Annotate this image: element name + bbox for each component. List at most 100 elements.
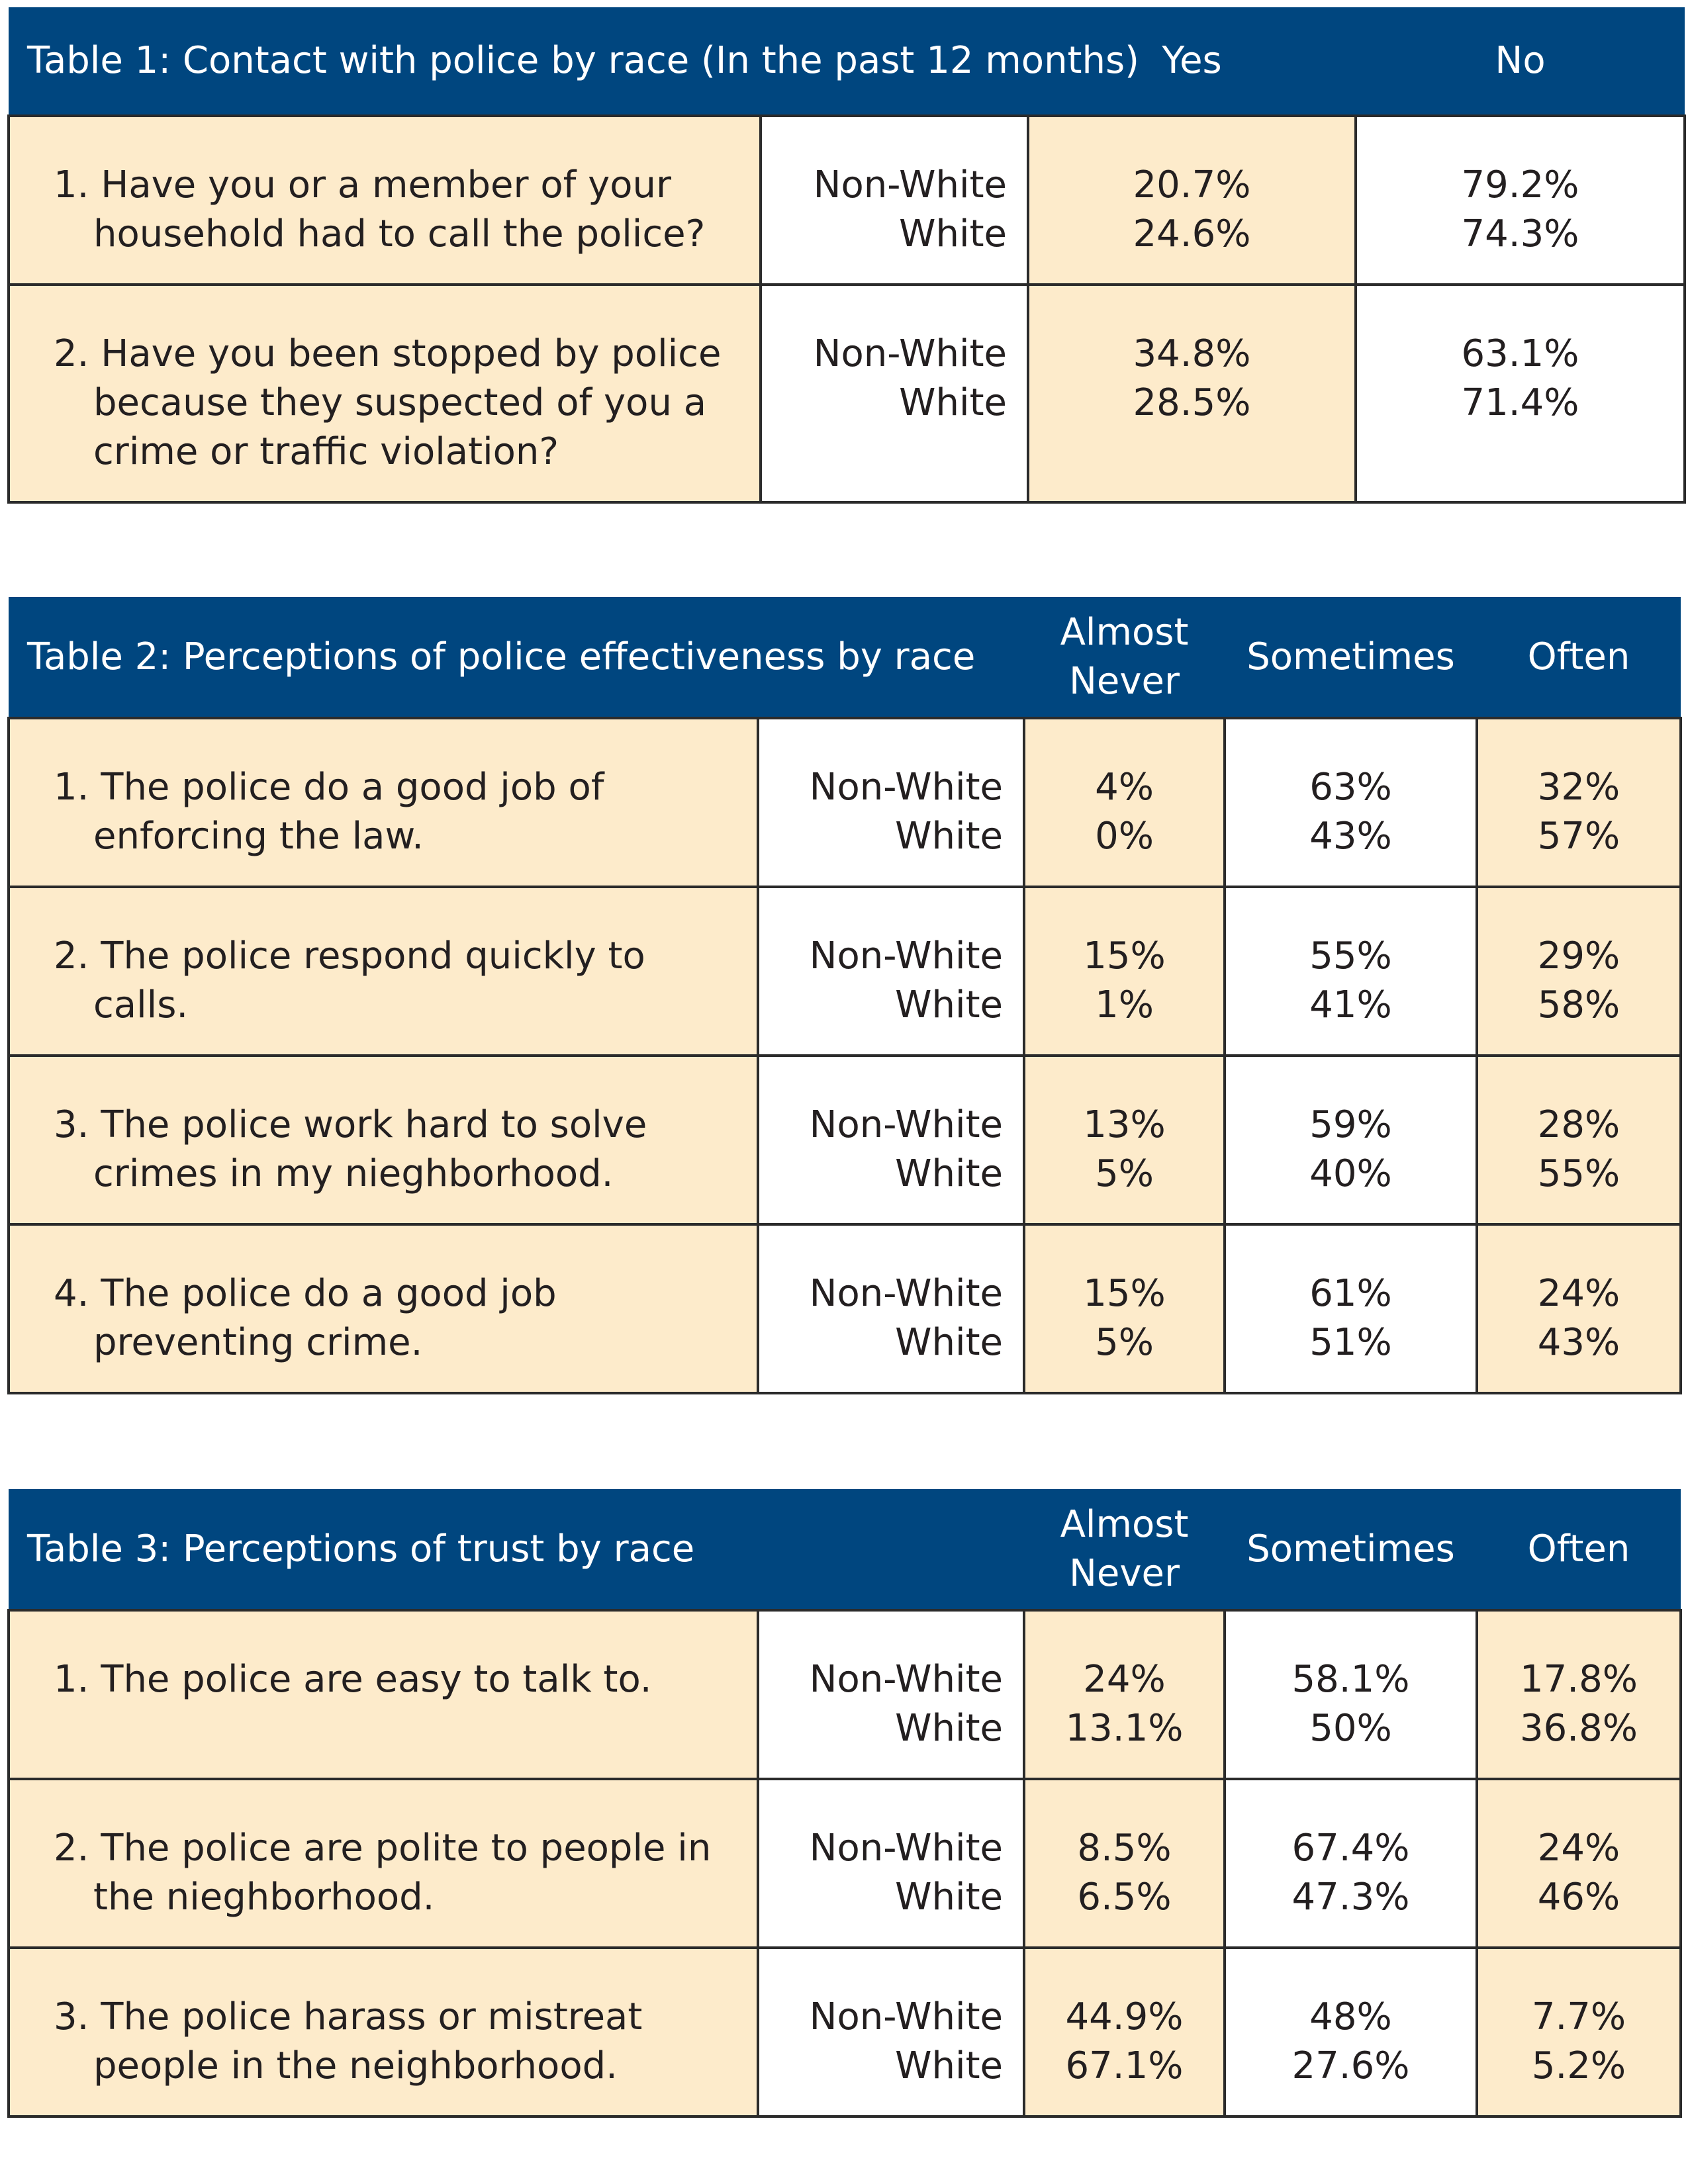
value-cell: 58.1% 50% (1223, 1609, 1478, 1780)
column-header: Almost Never (1024, 597, 1225, 718)
value: 67.1% (1065, 2044, 1184, 2087)
group-label: Non-White (809, 1658, 1003, 1701)
question: 2. Have you been stopped by police becau… (7, 283, 762, 504)
value: 61% (1309, 1272, 1392, 1315)
value: 59% (1309, 1103, 1392, 1146)
group-labels: Non-White White (759, 114, 1029, 286)
value: 5.2% (1531, 2044, 1626, 2087)
column-header: Almost Never (1024, 1489, 1225, 1610)
column-header: Sometimes (1225, 1489, 1477, 1610)
value-cell: 7.7% 5.2% (1476, 1946, 1682, 2118)
header-row: Table 1: Contact with police by race (In… (9, 7, 1685, 116)
value: 67.4% (1291, 1827, 1410, 1870)
table-row: 1. The police do a good job of enforcing… (7, 717, 1683, 888)
group-label: White (895, 1707, 1003, 1750)
group-labels: Non-White White (756, 717, 1026, 888)
table-row: 2. The police are polite to people in th… (7, 1778, 1682, 1949)
value: 5% (1095, 1321, 1154, 1364)
value: 7.7% (1531, 1995, 1626, 2038)
table-row: 2. The police respond quickly to calls. N… (7, 886, 1683, 1057)
table-title: Table 1: Contact with police by race (In… (9, 7, 1139, 116)
value: 51% (1309, 1321, 1392, 1364)
group-label: Non-White (813, 163, 1007, 206)
value: 24% (1083, 1658, 1166, 1701)
header-row: Table 2: Perceptions of police effective… (9, 597, 1681, 718)
value: 36.8% (1520, 1707, 1638, 1750)
value: 28.5% (1133, 381, 1251, 424)
value: 17.8% (1520, 1658, 1638, 1701)
question: 4. The police do a good job preventing c… (7, 1223, 759, 1394)
value-cell: 63% 43% (1223, 717, 1479, 888)
value-cell: 32% 57% (1476, 717, 1683, 888)
column-header: No (1356, 7, 1685, 116)
table-row: 4. The police do a good job preventing c… (7, 1223, 1683, 1394)
group-label: White (895, 2044, 1003, 2087)
value: 58% (1537, 983, 1620, 1026)
question: 1. The police do a good job of enforcing… (7, 717, 759, 888)
question: 1. The police are easy to talk to. (7, 1609, 759, 1780)
question: 1. Have you or a member of your househol… (7, 114, 762, 286)
group-labels: Non-White White (757, 1609, 1025, 1780)
header-row: Table 3: Perceptions of trust by race Alm… (9, 1489, 1681, 1610)
value-cell: 61% 51% (1223, 1223, 1479, 1394)
value-cell: 24% 46% (1476, 1778, 1682, 1949)
column-header: Sometimes (1225, 597, 1477, 718)
group-labels: Non-White White (756, 1223, 1026, 1394)
value: 13.1% (1065, 1707, 1184, 1750)
value-cell: 29% 58% (1476, 886, 1683, 1057)
value: 15% (1083, 934, 1166, 978)
group-labels: Non-White White (756, 886, 1026, 1057)
value: 55% (1309, 934, 1392, 978)
group-label: White (895, 1876, 1003, 1919)
group-label: Non-White (813, 332, 1007, 375)
value-cell: 63.1% 71.4% (1354, 283, 1686, 504)
value: 41% (1309, 983, 1392, 1026)
group-label: Non-White (809, 1995, 1003, 2038)
value-cell: 13% 5% (1023, 1054, 1227, 1226)
group-label: Non-White (809, 1827, 1003, 1870)
data-table: Table 2: Perceptions of police effective… (7, 597, 1683, 1394)
value: 4% (1095, 766, 1154, 809)
value-cell: 8.5% 6.5% (1023, 1778, 1226, 1949)
table-title: Table 3: Perceptions of trust by race (9, 1489, 1024, 1610)
question: 2. The police are polite to people in th… (7, 1778, 759, 1949)
value: 47.3% (1291, 1876, 1410, 1919)
question: 3. The police harass or mistreat people … (7, 1946, 759, 2118)
group-label: Non-White (809, 1272, 1004, 1315)
value: 79.2% (1461, 163, 1579, 206)
group-labels: Non-White White (757, 1778, 1025, 1949)
question: 3. The police work hard to solve crimes … (7, 1054, 759, 1226)
value: 5% (1095, 1152, 1154, 1195)
group-label: White (899, 381, 1007, 424)
value: 24% (1537, 1272, 1620, 1315)
value: 15% (1083, 1272, 1166, 1315)
value-cell: 15% 1% (1023, 886, 1227, 1057)
value: 63% (1309, 766, 1392, 809)
table-row: 3. The police work hard to solve crimes … (7, 1054, 1683, 1226)
value-cell: 17.8% 36.8% (1476, 1609, 1682, 1780)
table-row: 1. The police are easy to talk to. Non-Wh… (7, 1609, 1682, 1780)
column-header: Often (1477, 597, 1681, 718)
group-label: White (895, 815, 1004, 858)
value-cell: 15% 5% (1023, 1223, 1227, 1394)
value-cell: 67.4% 47.3% (1223, 1778, 1478, 1949)
group-label: Non-White (809, 934, 1004, 978)
value: 44.9% (1065, 1995, 1184, 2038)
group-label: White (895, 1321, 1004, 1364)
value-cell: 79.2% 74.3% (1354, 114, 1686, 286)
table-title: Table 2: Perceptions of police effective… (9, 597, 1025, 718)
value: 63.1% (1461, 332, 1579, 375)
group-label: White (895, 983, 1004, 1026)
value: 27.6% (1291, 2044, 1410, 2087)
value-cell: 55% 41% (1223, 886, 1479, 1057)
value: 43% (1537, 1321, 1620, 1364)
group-label: White (895, 1152, 1004, 1195)
value: 24% (1537, 1827, 1620, 1870)
group-label: White (899, 212, 1007, 255)
data-table: Table 3: Perceptions of trust by race Alm… (7, 1489, 1682, 2118)
question: 2. The police respond quickly to calls. (7, 886, 759, 1057)
table-row: 3. The police harass or mistreat people … (7, 1946, 1682, 2118)
value: 50% (1309, 1707, 1392, 1750)
value: 46% (1537, 1876, 1620, 1919)
